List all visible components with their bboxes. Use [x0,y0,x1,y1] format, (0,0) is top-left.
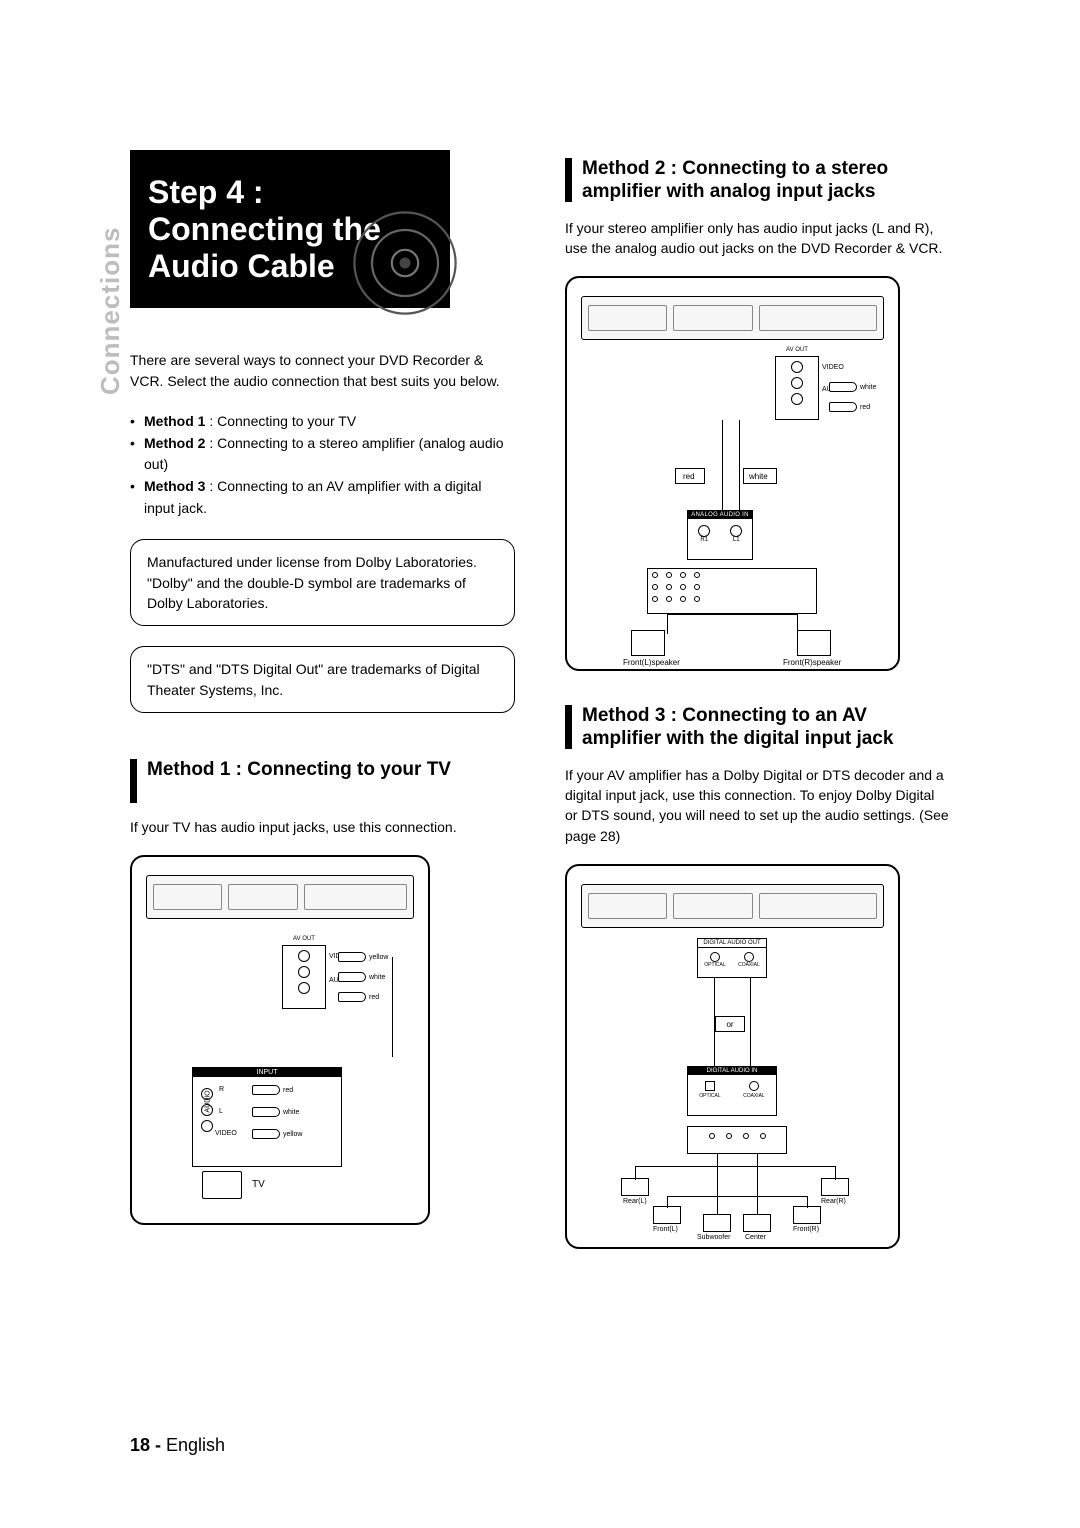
amplifier-icon [647,568,817,614]
tv-label: TV [252,1179,265,1190]
heading-bar [130,759,137,803]
section-tab: Connections [95,227,126,395]
amp-input-panel: ANALOG AUDIO IN R1L1 [687,510,753,560]
plug-red: red [338,992,379,1002]
speaker-rear-l-icon [621,1178,649,1196]
method2-diagram: AV OUT VIDEO AUDIO white red red white A… [565,276,900,671]
methods-list: Method 1 : Connecting to your TV Method … [130,411,515,519]
plug-yellow: yellow [338,952,388,962]
method3-heading: Method 3 : Connecting to an AV amplifier… [565,705,950,751]
heading-text: Method 1 : Connecting to your TV [147,759,451,782]
speaker-front-l-icon [653,1206,681,1224]
or-label: or [715,1016,745,1032]
list-item: Method 1 : Connecting to your TV [130,411,515,433]
av-receiver-icon [687,1126,787,1154]
front-l-label: Front(L)speaker [623,658,680,667]
list-item: Method 2 : Connecting to a stereo amplif… [130,433,515,476]
plug-white: white [338,972,385,982]
device-rear-panel [146,875,414,919]
method1-heading: Method 1 : Connecting to your TV [130,759,515,803]
speaker-center-icon [743,1214,771,1232]
method3-body: If your AV amplifier has a Dolby Digital… [565,765,950,846]
digital-audio-out-panel: DIGITAL AUDIO OUT OPTICALCOAXIAL [697,938,767,978]
heading-text: Method 2 : Connecting to a stereo amplif… [582,158,950,204]
method3-diagram: DIGITAL AUDIO OUT OPTICALCOAXIAL or DIGI… [565,864,900,1249]
speaker-sub-icon [703,1214,731,1232]
speaker-front-r-icon [793,1206,821,1224]
heading-text: Method 3 : Connecting to an AV amplifier… [582,705,950,751]
tv-input-panel: INPUT R L AUDIO VIDEO [192,1067,342,1167]
dolby-note: Manufactured under license from Dolby La… [130,539,515,626]
intro-text: There are several ways to connect your D… [130,350,515,391]
dts-note: "DTS" and "DTS Digital Out" are trademar… [130,646,515,713]
page-footer: 18 - English [130,1435,225,1456]
front-r-label: Front(R)speaker [783,658,841,667]
speaker-left-icon [631,630,665,656]
tv-icon [202,1171,242,1199]
disc-icon [350,208,460,318]
speaker-right-icon [797,630,831,656]
method1-body: If your TV has audio input jacks, use th… [130,817,515,837]
av-out-panel: AV OUT [282,945,326,1009]
left-column: Step 4 : Connecting the Audio Cable Ther… [130,150,515,1249]
speaker-rear-r-icon [821,1178,849,1196]
method1-diagram: AV OUT VIDEO AUDIO yellow white red INPU… [130,855,430,1225]
list-item: Method 3 : Connecting to an AV amplifier… [130,476,515,519]
method2-heading: Method 2 : Connecting to a stereo amplif… [565,158,950,204]
right-column: Method 2 : Connecting to a stereo amplif… [565,158,950,1249]
digital-audio-in-panel: DIGITAL AUDIO IN OPTICALCOAXIAL [687,1066,777,1116]
method2-body: If your stereo amplifier only has audio … [565,218,950,259]
step-header: Step 4 : Connecting the Audio Cable [130,150,450,308]
